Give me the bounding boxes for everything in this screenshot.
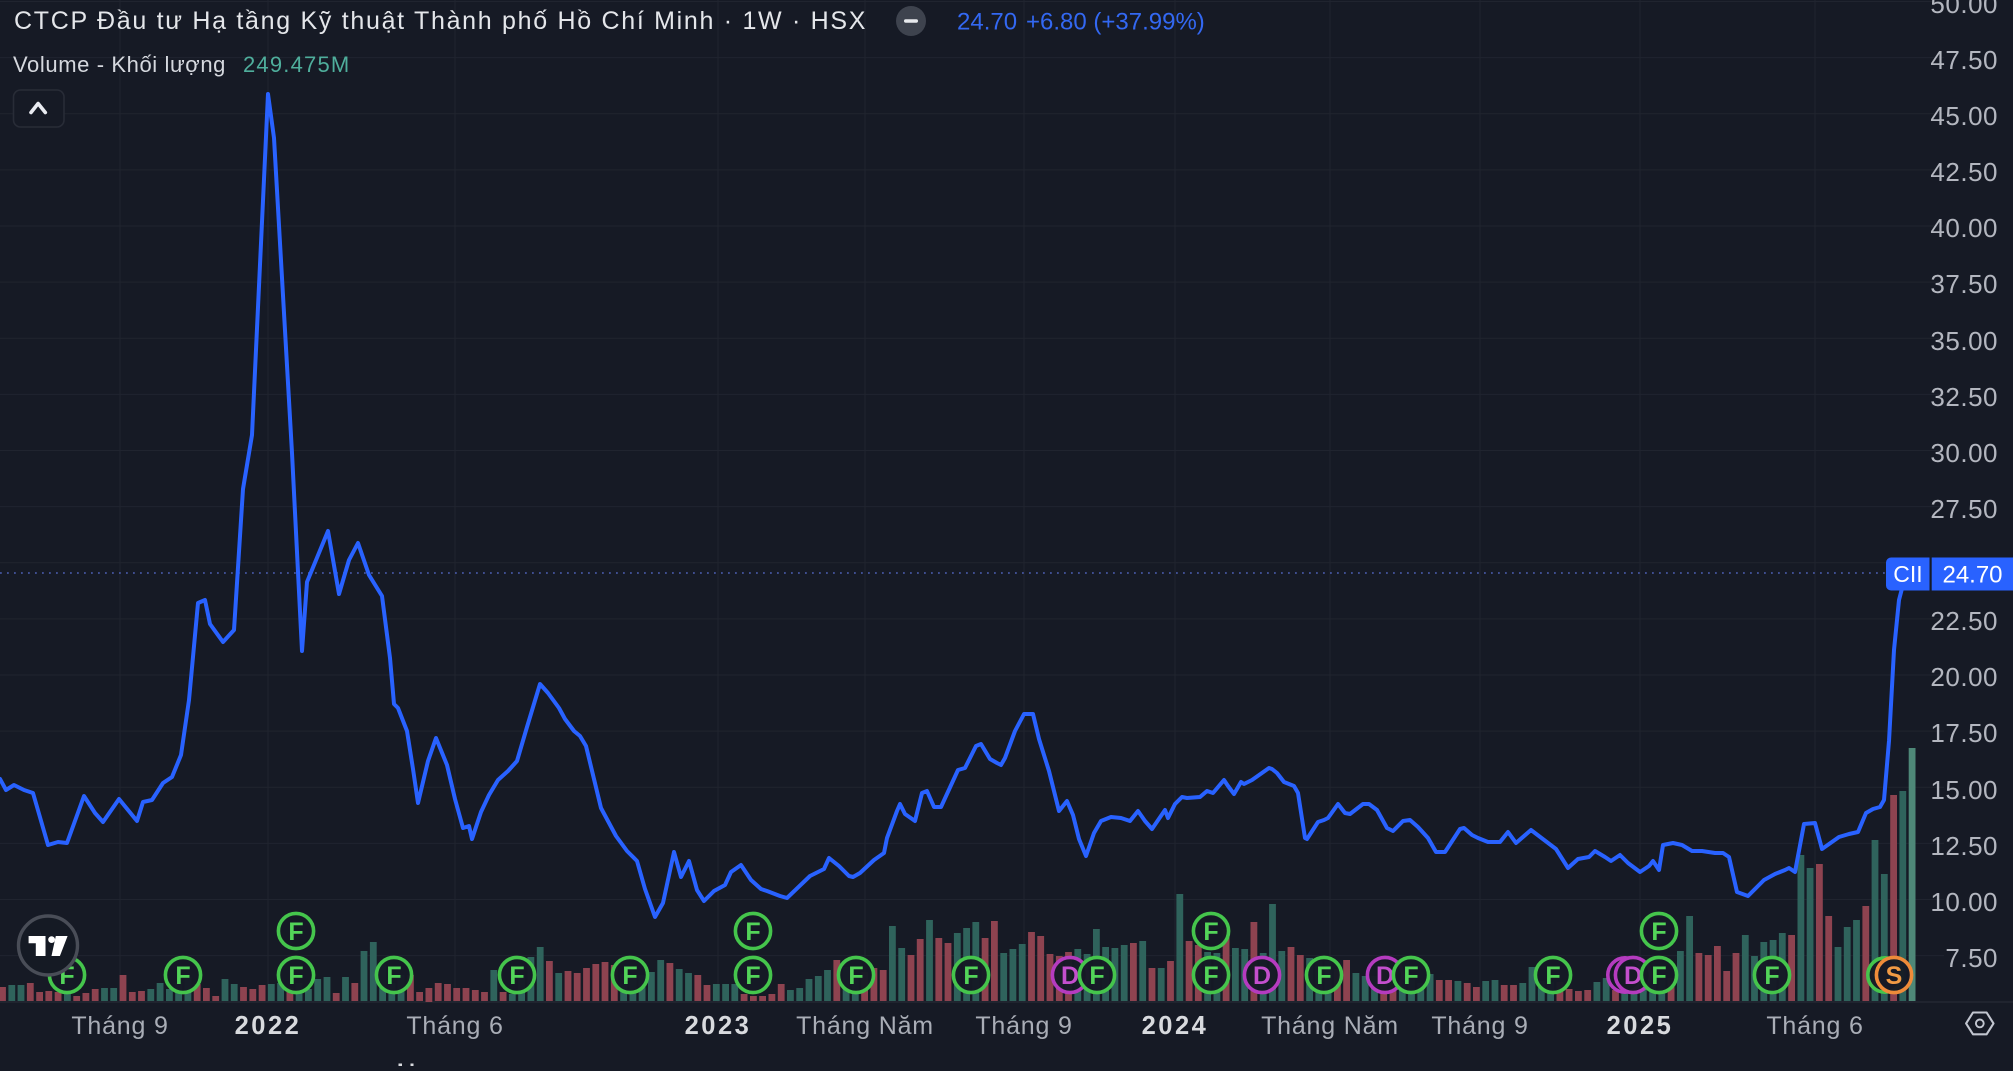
svg-text:24.70: 24.70 bbox=[957, 9, 1017, 36]
svg-text:F: F bbox=[1545, 962, 1560, 990]
svg-text:37.50: 37.50 bbox=[1930, 269, 1998, 299]
svg-text:F: F bbox=[745, 918, 760, 946]
svg-text:F: F bbox=[1651, 918, 1666, 946]
svg-text:F: F bbox=[1764, 962, 1779, 990]
svg-text:S: S bbox=[1886, 962, 1903, 990]
svg-text:CTCP Đầu tư Hạ tầng Kỹ thuật T: CTCP Đầu tư Hạ tầng Kỹ thuật Thành phố H… bbox=[14, 7, 867, 35]
svg-text:F: F bbox=[1089, 962, 1104, 990]
svg-text:F: F bbox=[386, 962, 401, 990]
svg-text:F: F bbox=[1203, 918, 1218, 946]
svg-text:F: F bbox=[963, 962, 978, 990]
svg-text:F: F bbox=[1316, 962, 1331, 990]
svg-text:F: F bbox=[175, 962, 190, 990]
svg-text:+6.80 (+37.99%): +6.80 (+37.99%) bbox=[1026, 9, 1205, 36]
svg-text:50.00: 50.00 bbox=[1930, 0, 1998, 19]
svg-text:2025: 2025 bbox=[1607, 1012, 1674, 1040]
svg-text:20.00: 20.00 bbox=[1930, 662, 1998, 692]
svg-text:F: F bbox=[1203, 962, 1218, 990]
svg-text:2023: 2023 bbox=[685, 1012, 752, 1040]
svg-text:249.475M: 249.475M bbox=[243, 52, 350, 77]
svg-text:27.50: 27.50 bbox=[1930, 494, 1998, 524]
svg-text:12.50: 12.50 bbox=[1930, 831, 1998, 861]
svg-text:D: D bbox=[1376, 962, 1394, 990]
svg-text:Tháng 9: Tháng 9 bbox=[1431, 1012, 1528, 1040]
svg-text:F: F bbox=[288, 962, 303, 990]
svg-text:2022: 2022 bbox=[235, 1012, 302, 1040]
svg-text:D: D bbox=[1061, 962, 1079, 990]
svg-text:D: D bbox=[1253, 962, 1271, 990]
svg-text:22.50: 22.50 bbox=[1930, 606, 1998, 636]
svg-text:F: F bbox=[288, 918, 303, 946]
svg-text:Volume - Khối lượng: Volume - Khối lượng bbox=[13, 52, 226, 77]
svg-text:F: F bbox=[848, 962, 863, 990]
svg-text:F: F bbox=[745, 962, 760, 990]
svg-text:10.00: 10.00 bbox=[1930, 887, 1998, 917]
svg-text:Tháng 6: Tháng 6 bbox=[1766, 1012, 1863, 1040]
svg-text:D: D bbox=[1624, 962, 1642, 990]
svg-text:Tháng 6: Tháng 6 bbox=[406, 1012, 503, 1040]
svg-text:CII: CII bbox=[1893, 561, 1922, 587]
svg-text:47.50: 47.50 bbox=[1930, 45, 1998, 75]
svg-text:17.50: 17.50 bbox=[1930, 718, 1998, 748]
svg-text:32.50: 32.50 bbox=[1930, 382, 1998, 412]
svg-text:Tháng Năm: Tháng Năm bbox=[796, 1012, 934, 1040]
svg-text:Tháng 9: Tháng 9 bbox=[975, 1012, 1072, 1040]
svg-text:2024: 2024 bbox=[1142, 1012, 1209, 1040]
svg-text:15.00: 15.00 bbox=[1930, 775, 1998, 805]
svg-text:F: F bbox=[509, 962, 524, 990]
svg-text:Tháng 9: Tháng 9 bbox=[71, 1012, 168, 1040]
svg-text:F: F bbox=[1403, 962, 1418, 990]
svg-text:35.00: 35.00 bbox=[1930, 326, 1998, 356]
svg-text:40.00: 40.00 bbox=[1930, 213, 1998, 243]
svg-text:24.70: 24.70 bbox=[1942, 562, 2002, 589]
svg-text:F: F bbox=[1651, 962, 1666, 990]
svg-text:Tháng Năm: Tháng Năm bbox=[1261, 1012, 1399, 1040]
svg-text:42.50: 42.50 bbox=[1930, 157, 1998, 187]
svg-text:F: F bbox=[622, 962, 637, 990]
svg-text:30.00: 30.00 bbox=[1930, 438, 1998, 468]
svg-text:45.00: 45.00 bbox=[1930, 101, 1998, 131]
svg-text:7.50: 7.50 bbox=[1945, 943, 1998, 973]
